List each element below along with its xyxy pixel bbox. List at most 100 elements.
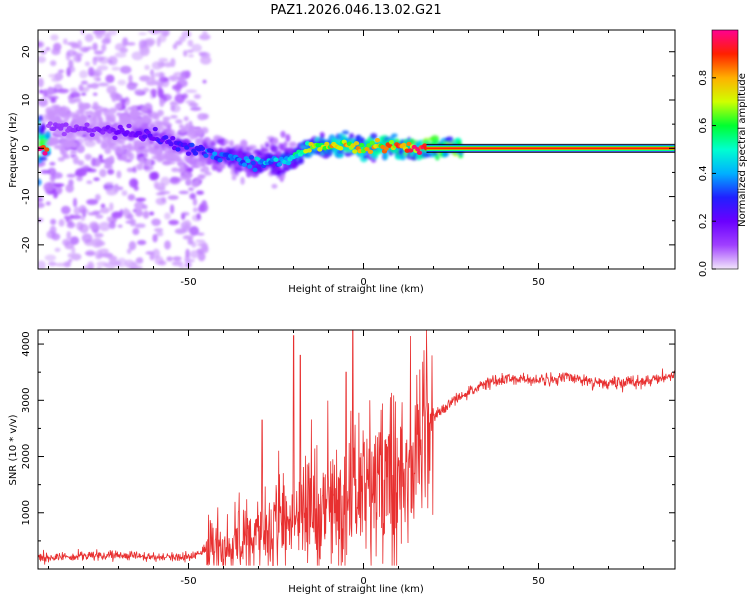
spectrogram-halo-blob	[91, 115, 97, 122]
spectrogram-track-blob	[124, 130, 130, 135]
spectrogram-ytick-label: 10	[21, 94, 32, 107]
spectrogram-track-blob	[276, 162, 283, 167]
spectrogram-noise-blob	[76, 221, 84, 231]
spectrogram-noise-blob	[94, 30, 106, 35]
spectrogram-noise-blob	[70, 236, 80, 245]
spectrogram-noise-blob	[199, 204, 206, 212]
spectrogram-noise-blob	[54, 262, 67, 267]
spectrogram-noise-blob	[179, 265, 185, 269]
spectrogram-halo-blob	[144, 159, 152, 166]
spectrogram-noise-blob	[144, 64, 150, 70]
spectrogram-halo-blob	[79, 108, 85, 117]
spectrogram-halo-blob	[78, 105, 86, 113]
spectrogram-noise-blob	[105, 74, 115, 84]
spectrogram-noise-blob	[89, 221, 99, 231]
spectrogram-track-blob	[61, 131, 67, 137]
spectrogram-noise-blob	[81, 92, 87, 96]
spectrogram-noise-blob	[158, 57, 169, 63]
spectrogram-halo-blob	[99, 168, 107, 178]
spectrogram-track-blob	[367, 149, 374, 155]
spectrogram-track-blob	[359, 142, 365, 148]
spectrogram-noise-blob	[63, 215, 70, 220]
spectrogram-noise-blob	[187, 54, 195, 58]
spectrogram-noise-blob	[166, 256, 173, 262]
spectrogram-halo-blob	[65, 115, 70, 122]
spectrogram-halo-blob	[116, 149, 124, 154]
spectrogram-halo-blob	[183, 116, 189, 122]
snr-chart: -50 0 50 1000 2000 3000 4000 Height of straigh…	[8, 329, 676, 595]
spectrogram-noise-blob	[137, 240, 147, 246]
spectrogram-halo-blob	[344, 151, 352, 157]
spectrogram-noise-blob	[43, 182, 54, 192]
spectrogram-halo-blob	[202, 165, 210, 174]
snr-xtick-label: 0	[360, 576, 366, 587]
colorbar-ticks: 0.0 0.2 0.4 0.6 0.8	[698, 70, 716, 277]
spectrogram-noise-blob	[93, 69, 103, 77]
spectrogram-track-blob	[364, 146, 370, 152]
spectrogram-noise-blob	[153, 180, 159, 189]
spectrogram-noise-blob	[126, 42, 136, 46]
spectrogram-noise-blob	[97, 65, 109, 71]
spectrogram-halo-blob	[195, 139, 202, 147]
spectrogram-noise-blob	[190, 106, 202, 111]
spectrogram-noise-blob	[126, 167, 135, 173]
spectrogram-halo-blob	[178, 166, 187, 172]
colorbar-tick-label: 0.2	[698, 213, 709, 229]
spectrogram-noise-blob	[54, 247, 61, 253]
spectrogram-noise-blob	[38, 217, 44, 222]
spectrogram-noise-blob	[124, 97, 130, 102]
spectrogram-halo-blob	[82, 115, 89, 121]
spectrogram-halo-blob	[38, 178, 42, 186]
spectrogram-track-blob	[100, 130, 106, 135]
spectrogram-ytick-label: 20	[21, 45, 32, 58]
spectrogram-noise-blob	[111, 66, 121, 71]
spectrogram-halo-blob	[134, 139, 143, 148]
spectrogram-halo-blob	[49, 138, 59, 145]
spectrogram-noise-blob	[108, 255, 118, 261]
spectrogram-track-blob	[136, 130, 143, 136]
spectrogram-noise-blob	[49, 161, 56, 166]
spectrogram-halo-blob	[200, 127, 209, 134]
spectrogram-noise-blob	[150, 171, 160, 180]
spectrogram-halo-blob	[137, 117, 143, 123]
spectrogram-noise-blob	[125, 262, 136, 269]
spectrogram-noise-blob	[169, 204, 175, 214]
spectrogram-halo-blob	[288, 141, 297, 148]
spectrogram-noise-blob	[73, 55, 82, 63]
spectrogram-halo-blob	[189, 161, 198, 166]
spectrogram-halo-blob	[144, 116, 153, 123]
spectrogram-noise-blob	[189, 250, 199, 259]
spectrogram-halo-blob	[70, 150, 77, 155]
spectrogram-noise-blob	[127, 213, 134, 220]
spectrogram-noise-blob	[152, 233, 158, 243]
spectrogram-halo-blob	[362, 155, 368, 160]
spectrogram-noise-blob	[191, 43, 202, 53]
spectrogram-halo-blob	[341, 130, 350, 135]
spectrogram-track-blob	[273, 157, 279, 162]
spectrogram-halo-blob	[39, 123, 46, 132]
spectrogram-noise-blob	[105, 181, 114, 185]
spectrogram-noise-blob	[100, 203, 106, 209]
spectrogram-noise-blob	[68, 59, 74, 69]
spectrogram-noise-blob	[131, 51, 144, 61]
spectrogram-halo-blob	[109, 142, 119, 146]
spectrogram-chart: -50 0 50 -20 -10 0 10 20 Height of straight lin…	[8, 29, 676, 295]
spectrogram-noise-blob	[38, 89, 44, 94]
spectrogram-noise-blob	[121, 190, 128, 196]
spectrogram-track-blob	[408, 148, 414, 153]
spectrogram-noise-blob	[192, 198, 198, 206]
spectrogram-noise-blob	[107, 168, 115, 175]
spectrogram-noise-blob	[196, 213, 201, 220]
spectrogram-noise-blob	[69, 214, 82, 220]
spectrogram-noise-blob	[38, 42, 43, 47]
spectrogram-halo-blob	[122, 154, 128, 162]
spectrogram-halo-blob	[137, 111, 145, 116]
spectrogram-track-blob	[317, 147, 323, 152]
spectrogram-track-blob	[374, 137, 381, 143]
spectrogram-halo-blob	[217, 164, 226, 169]
spectrogram-noise-blob	[149, 211, 155, 216]
spectrogram-noise-blob	[97, 82, 109, 87]
spectrogram-noise-blob	[187, 39, 194, 47]
spectrogram-halo-blob	[143, 153, 149, 158]
